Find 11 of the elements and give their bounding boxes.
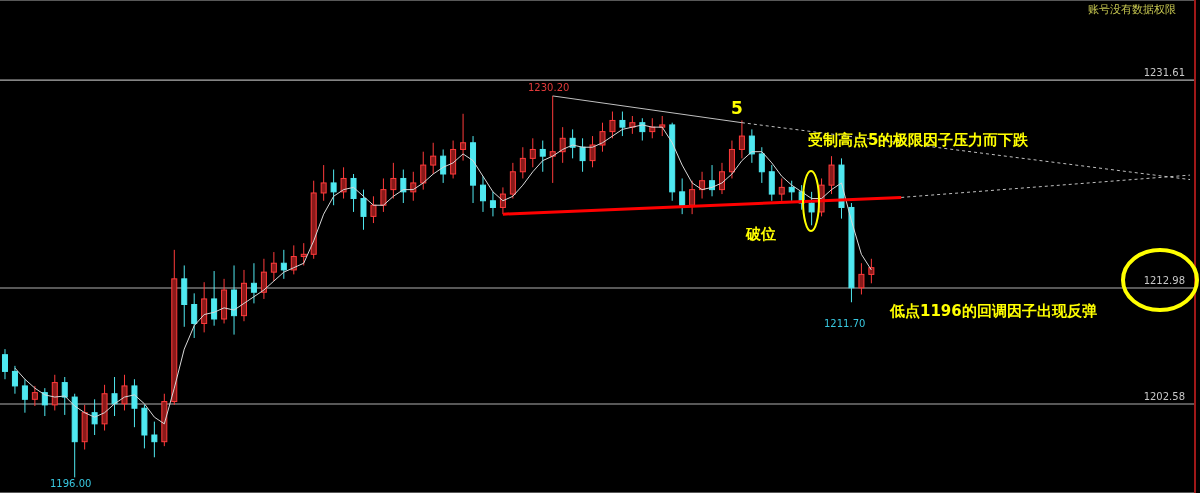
annotation: 受制高点5的极限因子压力而下跌 [808, 131, 1029, 150]
annotation: 破位 [746, 225, 776, 244]
annotation: 1196.00 [50, 478, 92, 489]
annotation: 低点1196的回调因子出现反弹 [890, 302, 1097, 321]
annotation: 账号没有数据权限 [1088, 2, 1176, 17]
y-tick-label: 1231.61 [1143, 66, 1185, 78]
annotation: 1230.20 [528, 82, 570, 93]
annotation: 1211.70 [824, 318, 866, 329]
y-tick-label: 1212.98 [1143, 274, 1185, 286]
annotation: 5 [731, 98, 743, 118]
y-tick-label: 1202.58 [1143, 390, 1185, 402]
